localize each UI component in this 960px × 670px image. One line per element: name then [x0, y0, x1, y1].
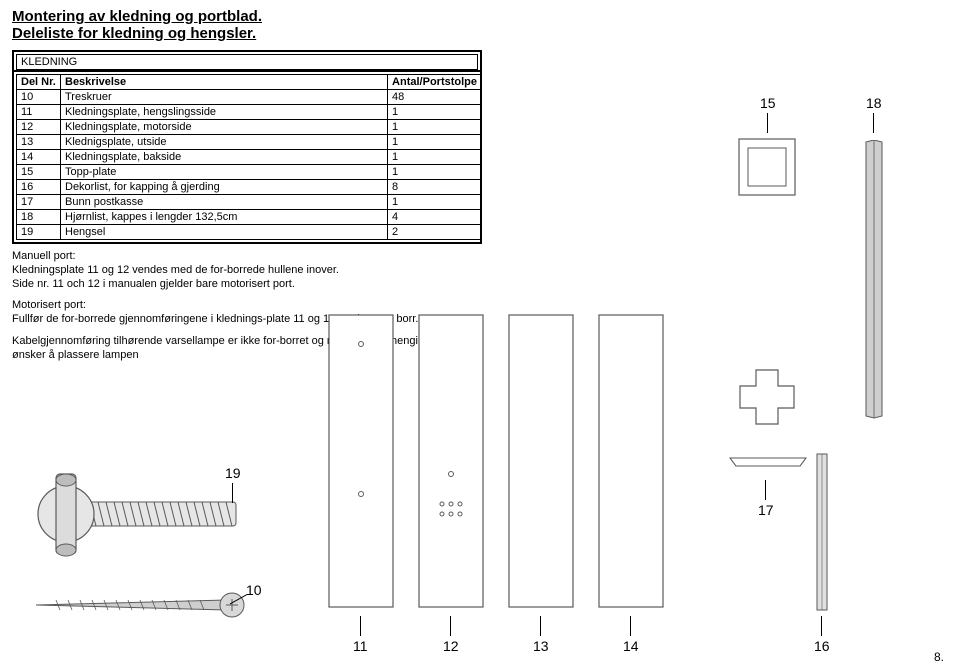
parts-table-box: Del Nr. Beskrivelse Antal/Portstolpe 10T…	[12, 70, 482, 244]
table-row: 18Hjørnlist, kappes i lengder 132,5cm4	[17, 210, 482, 225]
part-10-icon	[26, 588, 246, 622]
table-row: 17Bunn postkasse1	[17, 195, 482, 210]
table-row: 14Kledningsplate, bakside1	[17, 150, 482, 165]
parts-section: KLEDNING Del Nr. Beskrivelse Antal/Ports…	[12, 50, 482, 244]
callout-12: 12	[443, 616, 459, 654]
page-subtitle: Deleliste for kledning og hengsler.	[0, 25, 960, 46]
table-row: 15Topp-plate1	[17, 165, 482, 180]
table-row: 13Klednigsplate, utside1	[17, 135, 482, 150]
page-title: Montering av kledning og portblad.	[0, 0, 960, 25]
table-row: 11Kledningsplate, hengslingsside1	[17, 105, 482, 120]
notes-block: Manuell port: Kledningsplate 11 og 12 ve…	[12, 250, 482, 362]
part-13-icon	[508, 314, 574, 608]
page-number: 8.	[934, 650, 944, 664]
part-17-icon	[728, 452, 808, 470]
part-16-icon	[815, 452, 829, 612]
col-header-desc: Beskrivelse	[61, 75, 388, 90]
note-line: Kabelgjennomføring tilhørende varsellamp…	[12, 335, 479, 361]
callout-19: 19	[225, 465, 241, 503]
note-line: Side nr. 11 och 12 i manualen gjelder ba…	[12, 278, 295, 290]
callout-14: 14	[623, 616, 639, 654]
callout-16: 16	[814, 616, 830, 654]
part-15-icon	[738, 138, 796, 196]
callout-18: 18	[866, 95, 882, 133]
section-label-box: KLEDNING	[12, 50, 482, 70]
part-11-icon	[328, 314, 394, 608]
cross-plate-icon	[738, 368, 796, 426]
callout-10-line	[230, 594, 250, 606]
callout-11: 11	[353, 616, 368, 654]
table-row: 19Hengsel2	[17, 225, 482, 240]
part-14-icon	[598, 314, 664, 608]
callout-15: 15	[760, 95, 776, 133]
note-line: Kledningsplate 11 og 12 vendes med de fo…	[12, 264, 339, 276]
note-heading: Manuell port:	[12, 250, 76, 262]
part-12-icon	[418, 314, 484, 608]
callout-17: 17	[758, 480, 774, 518]
parts-table: Del Nr. Beskrivelse Antal/Portstolpe 10T…	[16, 74, 482, 240]
col-header-nr: Del Nr.	[17, 75, 61, 90]
col-header-qty: Antal/Portstolpe	[388, 75, 482, 90]
note-heading: Motorisert port:	[12, 299, 86, 311]
part-18-icon	[865, 140, 883, 420]
part-19-icon	[26, 468, 246, 558]
table-row: 16Dekorlist, for kapping å gjerding8	[17, 180, 482, 195]
table-row: 10Treskruer48	[17, 90, 482, 105]
callout-13: 13	[533, 616, 549, 654]
section-label: KLEDNING	[16, 54, 478, 70]
table-row: 12Kledningsplate, motorside1	[17, 120, 482, 135]
table-header-row: Del Nr. Beskrivelse Antal/Portstolpe	[17, 75, 482, 90]
